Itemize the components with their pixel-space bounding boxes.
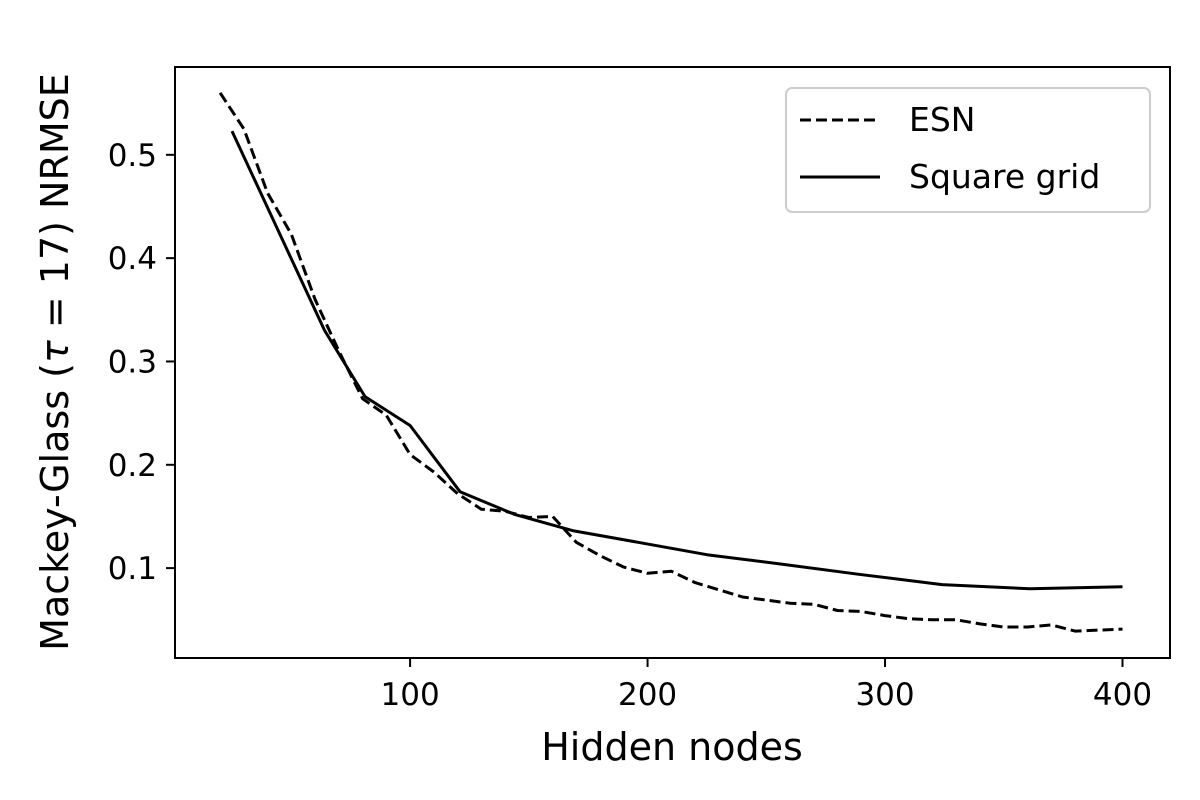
y-tick-label: 0.4 (108, 241, 157, 277)
x-axis-ticks: 100 200 300 400 (381, 658, 1152, 713)
legend-label-esn: ESN (909, 100, 975, 139)
y-tick-label: 0.5 (108, 138, 157, 174)
y-axis-title: Mackey-Glass (τ = 17) NRMSE (33, 73, 77, 651)
x-tick-label: 300 (855, 677, 914, 713)
y-tick-label: 0.2 (108, 448, 157, 484)
series-layer (218, 91, 1123, 633)
legend: ESN Square grid (785, 87, 1151, 213)
y-axis-ticks: 0.1 0.2 0.3 0.4 0.5 (108, 138, 175, 587)
plot-frame (174, 66, 1171, 659)
x-tick-label: 100 (381, 677, 440, 713)
x-tick-label: 400 (1093, 677, 1152, 713)
legend-label-square-grid: Square grid (909, 157, 1100, 196)
legend-box (785, 87, 1151, 213)
y-tick-label: 0.3 (108, 344, 157, 380)
y-axis-title-tau: τ (33, 339, 77, 363)
y-tick-label: 0.1 (108, 551, 157, 587)
x-tick-label: 200 (618, 677, 677, 713)
series-line-square-grid (230, 130, 1123, 591)
series-line-esn (218, 91, 1123, 633)
x-axis-title: Hidden nodes (541, 725, 803, 769)
y-axis-title-suffix: = 17) NRMSE (33, 73, 77, 340)
y-axis-title-prefix: Mackey-Glass ( (33, 363, 77, 651)
